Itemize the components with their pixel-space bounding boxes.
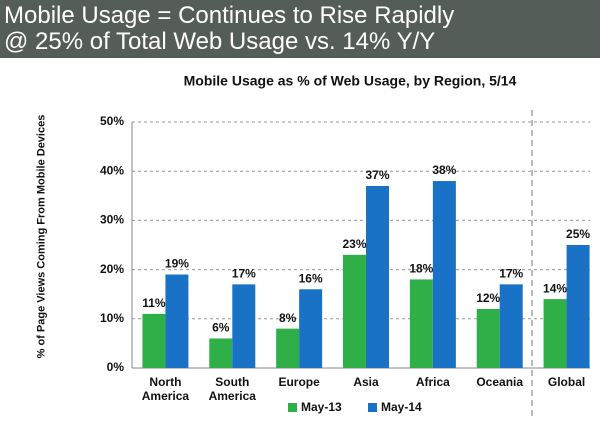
x-tick-label: Asia — [353, 375, 379, 389]
bar — [499, 284, 523, 368]
chart-title: Mobile Usage as % of Web Usage, by Regio… — [184, 73, 517, 89]
value-label: 23% — [342, 237, 366, 251]
value-label: 16% — [299, 271, 323, 285]
y-tick-label: 10% — [100, 311, 124, 325]
x-tick-label: Africa — [415, 375, 450, 389]
x-tick-label: North America — [141, 375, 190, 403]
value-label: 18% — [409, 262, 433, 276]
value-label: 12% — [476, 291, 500, 305]
bar — [432, 181, 456, 368]
value-label: 11% — [142, 296, 166, 310]
x-tick-label: Global — [547, 375, 586, 389]
x-tick-label: Europe — [278, 375, 320, 389]
bar — [343, 254, 366, 368]
value-label: 17% — [232, 267, 256, 281]
y-axis-label: % of Page Views Coming From Mobile Devic… — [35, 114, 48, 359]
y-tick-label: 50% — [100, 114, 124, 128]
x-tick-label: Oceania — [476, 375, 524, 389]
y-tick-label: 40% — [100, 163, 124, 177]
value-label: 8% — [279, 311, 297, 325]
bar — [276, 328, 300, 368]
legend-swatch — [368, 403, 377, 412]
headline: Mobile Usage = Continues to Rise Rapidly… — [0, 0, 600, 58]
value-label: 17% — [499, 267, 523, 281]
bar — [209, 338, 233, 368]
legend-label: May-13 — [301, 400, 342, 414]
bar — [366, 185, 389, 368]
y-tick-label: 30% — [100, 213, 124, 227]
value-label: 6% — [212, 321, 230, 335]
value-label: 19% — [165, 257, 189, 271]
legend-swatch — [288, 403, 297, 412]
x-tick-label: South America — [208, 375, 256, 403]
bar — [543, 299, 567, 368]
value-label: 25% — [566, 227, 590, 241]
bar — [232, 284, 256, 368]
bar — [142, 313, 166, 368]
y-tick-label: 0% — [107, 360, 125, 374]
value-label: 38% — [432, 163, 456, 177]
bar — [476, 308, 500, 368]
legend-label: May-14 — [381, 400, 422, 414]
bar — [299, 289, 323, 368]
headline-line: Mobile Usage = Continues to Rise Rapidly — [4, 2, 455, 29]
bar — [165, 274, 189, 368]
value-label: 37% — [365, 168, 389, 182]
y-tick-label: 20% — [100, 262, 124, 276]
headline-line: @ 25% of Total Web Usage vs. 14% Y/Y — [4, 28, 436, 55]
bar — [409, 279, 433, 368]
bar — [566, 245, 590, 368]
value-label: 14% — [543, 281, 567, 295]
